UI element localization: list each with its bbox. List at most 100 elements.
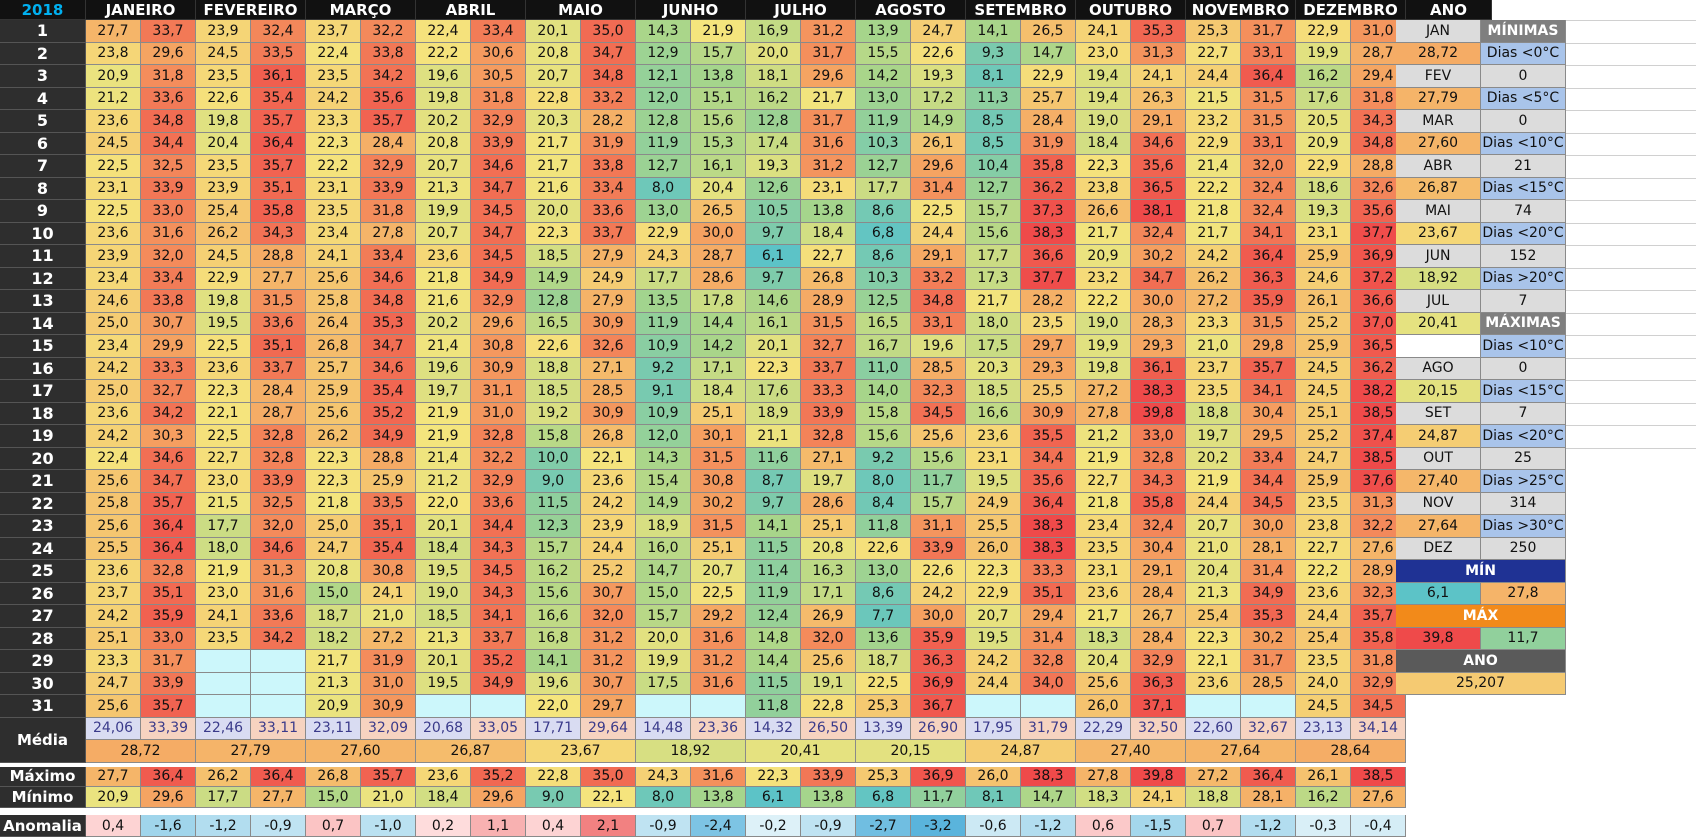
minimo-cell[interactable]: 15,0	[306, 787, 361, 808]
temp-cell[interactable]: 30,7	[141, 312, 196, 335]
temp-cell[interactable]: 10,3	[856, 132, 911, 155]
temp-cell[interactable]: 24,0	[1296, 672, 1351, 695]
month-header[interactable]: JULHO	[746, 0, 856, 20]
minimo-cell[interactable]: 29,6	[471, 787, 526, 808]
temp-cell[interactable]: 31,4	[1021, 627, 1076, 650]
temp-cell[interactable]: 12,1	[636, 65, 691, 88]
temp-cell[interactable]: 31,2	[691, 650, 746, 673]
temp-cell[interactable]: 35,3	[1131, 20, 1186, 43]
anomalia-cell[interactable]: -0,4	[1351, 815, 1406, 837]
temp-cell[interactable]: 26,2	[1186, 267, 1241, 290]
temp-cell[interactable]: 21,0	[1186, 335, 1241, 358]
temp-cell[interactable]: 32,9	[1351, 672, 1406, 695]
side-right-cell[interactable]: 7	[1481, 290, 1566, 313]
temp-cell[interactable]: 20,8	[416, 132, 471, 155]
temp-cell[interactable]: 31,6	[691, 672, 746, 695]
temp-cell[interactable]: 20,9	[1076, 245, 1131, 268]
temp-cell[interactable]: 22,5	[856, 672, 911, 695]
temp-cell[interactable]: 19,7	[416, 380, 471, 403]
side-right-cell[interactable]: Dias >30°C	[1481, 515, 1566, 538]
temp-cell[interactable]: 14,1	[526, 650, 581, 673]
temp-cell[interactable]: 39,8	[1131, 402, 1186, 425]
temp-cell[interactable]: 8,5	[966, 132, 1021, 155]
day-label[interactable]: 26	[0, 582, 86, 605]
temp-cell[interactable]: 35,2	[361, 402, 416, 425]
temp-cell[interactable]: 35,1	[1021, 582, 1076, 605]
temp-cell[interactable]: 28,2	[1021, 290, 1076, 313]
temp-cell[interactable]: 23,4	[1076, 515, 1131, 538]
temp-cell[interactable]: 23,5	[1296, 492, 1351, 515]
temp-cell[interactable]: 23,9	[86, 245, 141, 268]
temp-cell[interactable]: 25,8	[306, 290, 361, 313]
temp-cell[interactable]: 17,7	[196, 515, 251, 538]
maximo-cell[interactable]: 38,3	[1021, 766, 1076, 787]
side-right-cell[interactable]: 74	[1481, 200, 1566, 223]
temp-cell[interactable]: 35,7	[141, 695, 196, 718]
temp-cell[interactable]: 35,1	[251, 335, 306, 358]
temp-cell[interactable]: 30,5	[471, 65, 526, 88]
temp-cell[interactable]: 22,6	[856, 537, 911, 560]
side-left-cell[interactable]: 20,15	[1396, 380, 1481, 403]
temp-cell[interactable]: 18,4	[801, 222, 856, 245]
temp-cell[interactable]: 11,9	[636, 312, 691, 335]
anomalia-cell[interactable]: -1,2	[196, 815, 251, 837]
temp-cell[interactable]: 20,1	[416, 650, 471, 673]
maximo-cell[interactable]: 27,7	[86, 766, 141, 787]
temp-cell[interactable]: 19,7	[1186, 425, 1241, 448]
temp-cell[interactable]: 35,7	[1351, 605, 1406, 628]
temp-cell[interactable]: 34,2	[141, 402, 196, 425]
maximo-cell[interactable]: 35,2	[471, 766, 526, 787]
temp-cell[interactable]: 23,9	[196, 177, 251, 200]
temp-cell[interactable]: 35,8	[1021, 155, 1076, 178]
temp-cell[interactable]: 34,3	[471, 582, 526, 605]
anomalia-cell[interactable]: -2,7	[856, 815, 911, 837]
side-left-cell[interactable]: JUN	[1396, 245, 1481, 268]
temp-cell[interactable]: 35,3	[1241, 605, 1296, 628]
temp-cell[interactable]: 28,3	[1131, 312, 1186, 335]
side-left-cell[interactable]: 28,72	[1396, 42, 1481, 65]
anomalia-cell[interactable]: -0,9	[251, 815, 306, 837]
temp-cell[interactable]: 32,0	[251, 515, 306, 538]
temp-cell[interactable]: 32,4	[251, 20, 306, 43]
temp-cell[interactable]: 28,4	[251, 380, 306, 403]
temp-cell[interactable]: 26,9	[801, 605, 856, 628]
temp-cell[interactable]: 38,5	[1351, 402, 1406, 425]
temp-cell[interactable]: 14,1	[746, 515, 801, 538]
temp-cell[interactable]: 18,7	[856, 650, 911, 673]
temp-cell[interactable]: 23,0	[196, 470, 251, 493]
temp-cell[interactable]: 27,7	[86, 20, 141, 43]
anomalia-cell[interactable]: -0,3	[1296, 815, 1351, 837]
temp-cell[interactable]: 25,2	[1296, 425, 1351, 448]
temp-cell[interactable]: 17,6	[1296, 87, 1351, 110]
temp-cell[interactable]: 24,1	[1076, 20, 1131, 43]
max-box-right[interactable]: 11,7	[1481, 627, 1566, 650]
temp-cell[interactable]: 30,2	[1241, 627, 1296, 650]
temp-cell[interactable]: 33,2	[581, 87, 636, 110]
temp-cell[interactable]: 34,0	[1021, 672, 1076, 695]
temp-cell[interactable]: 34,5	[1351, 695, 1406, 718]
temp-cell[interactable]: 15,8	[526, 425, 581, 448]
temp-cell[interactable]: 17,7	[966, 245, 1021, 268]
media-cell[interactable]: 22,60	[1186, 717, 1241, 740]
day-label[interactable]: 2	[0, 42, 86, 65]
day-label[interactable]: 14	[0, 312, 86, 335]
temp-cell[interactable]: 23,0	[196, 582, 251, 605]
temp-cell[interactable]: 15,6	[911, 447, 966, 470]
temp-cell[interactable]: 31,8	[361, 200, 416, 223]
temp-cell[interactable]: 33,8	[141, 290, 196, 313]
temp-cell[interactable]: 12,0	[636, 87, 691, 110]
temp-cell[interactable]: 35,4	[251, 87, 306, 110]
media-month-cell[interactable]: 27,40	[1076, 740, 1186, 763]
temp-cell[interactable]: 28,8	[1351, 155, 1406, 178]
temp-cell[interactable]: 15,7	[636, 605, 691, 628]
side-right-cell[interactable]: MÁXIMAS	[1481, 312, 1566, 335]
temp-cell[interactable]: 10,5	[746, 200, 801, 223]
temp-cell[interactable]: 22,7	[1076, 470, 1131, 493]
side-right-cell[interactable]: 250	[1481, 537, 1566, 560]
temp-cell[interactable]: 21,1	[746, 425, 801, 448]
temp-cell[interactable]: 33,1	[911, 312, 966, 335]
temp-cell[interactable]: 31,3	[1131, 42, 1186, 65]
anomalia-cell[interactable]: 1,1	[471, 815, 526, 837]
minimo-cell[interactable]: 18,4	[416, 787, 471, 808]
temp-cell[interactable]: 30,0	[691, 222, 746, 245]
